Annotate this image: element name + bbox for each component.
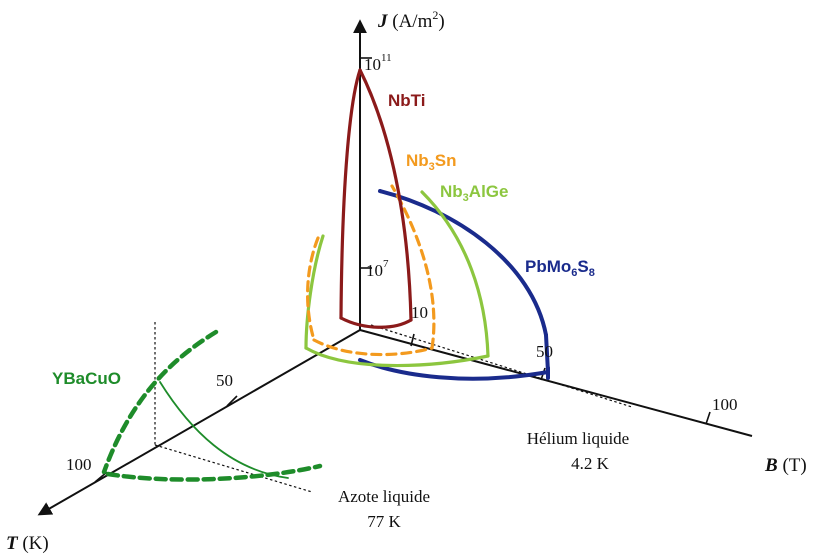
- nbti-label: NbTi: [388, 91, 425, 110]
- nbti-curve-jt: [339, 68, 362, 320]
- pbmo6s8-curve-jb: [378, 189, 548, 337]
- nb3sn-label: Nb3Sn: [406, 151, 457, 173]
- ybacuo-curve-jt: [101, 329, 219, 475]
- azote-label: Azote liquide: [338, 487, 430, 506]
- ybacuo-curve-bt: [105, 463, 323, 482]
- nbti-curve-bt: [339, 316, 413, 329]
- nb3alge-curve-bt: [304, 346, 490, 368]
- b-tick-label-50: 50: [536, 342, 553, 361]
- nb3alge-surface: [304, 190, 490, 368]
- ybacuo-surface: [101, 329, 323, 482]
- ybacuo-label: YBaCuO: [52, 369, 121, 388]
- nb3alge-curve-jb: [420, 190, 490, 358]
- t-tick-label-100: 100: [66, 455, 92, 474]
- azote-guide-line: [154, 444, 313, 493]
- helium-temp: 4.2 K: [571, 454, 610, 473]
- j-tick-label-1e7: 107: [366, 258, 389, 280]
- t-axis-title: T (K): [6, 533, 49, 554]
- nb3alge-curve-jt: [304, 234, 325, 350]
- nbti-curve-jb: [358, 68, 413, 322]
- nbti-surface: [339, 68, 413, 329]
- pbmo6s8-edge: [544, 333, 550, 374]
- t-tick-50: [226, 395, 238, 407]
- helium-label: Hélium liquide: [527, 429, 629, 448]
- b-axis-title: B (T): [764, 455, 807, 476]
- t-axis: [37, 329, 361, 516]
- j-axis-title: J (A/m2): [377, 8, 445, 32]
- ybacuo-curve-77k: [159, 381, 289, 479]
- b-tick-label-10: 10: [411, 303, 428, 322]
- b-axis: [359, 329, 753, 437]
- azote-temp: 77 K: [367, 512, 401, 531]
- j-tick-label-1e11: 1011: [364, 52, 392, 74]
- pbmo6s8-label: PbMo6S8: [525, 257, 595, 279]
- b-tick-label-100: 100: [712, 395, 738, 414]
- t-tick-label-50: 50: [216, 371, 233, 390]
- b-tick-100: [705, 411, 711, 425]
- b-tick-10: [410, 333, 415, 347]
- nb3sn-curve-bt: [312, 338, 434, 357]
- nb3sn-curve-jt: [306, 236, 320, 342]
- helium-guide-line: [370, 324, 633, 408]
- nb3alge-label: Nb3AlGe: [440, 182, 508, 204]
